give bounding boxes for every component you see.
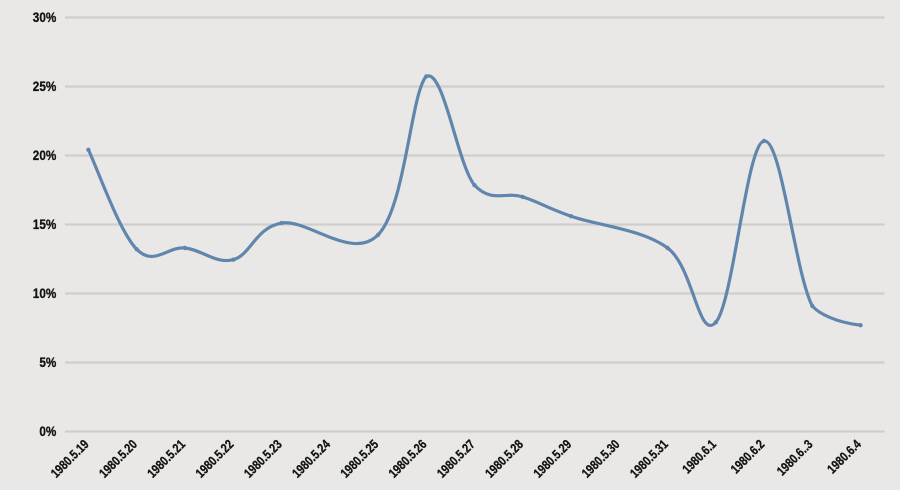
svg-text:15%: 15% [33,217,56,232]
svg-text:10%: 10% [33,286,56,301]
svg-text:30%: 30% [33,10,56,25]
svg-text:5%: 5% [39,355,56,370]
svg-text:0%: 0% [39,424,56,439]
svg-text:20%: 20% [33,148,56,163]
svg-text:25%: 25% [33,79,56,94]
